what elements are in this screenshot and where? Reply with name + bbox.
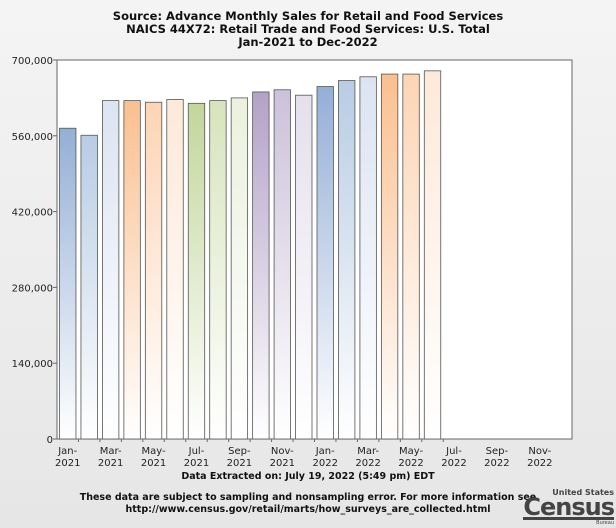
y-tick-label: 140,000 (12, 359, 53, 370)
bar-Jul-2021 (187, 102, 206, 440)
extracted-date: Data Extracted on: July 19, 2022 (5:49 p… (181, 471, 435, 482)
bar-Aug-2021 (209, 100, 227, 440)
x-tick-label: Jan- (315, 446, 335, 457)
bar-May-2021 (144, 101, 163, 440)
chart-title: Source: Advance Monthly Sales for Retail… (0, 10, 616, 49)
x-tick-label: Jul- (188, 446, 205, 457)
bar-Dec-2021 (295, 94, 313, 440)
x-tick-label: 2021 (227, 458, 252, 469)
bar-Nov-2021 (273, 89, 291, 440)
bar-Feb-2022 (338, 80, 356, 440)
x-tick-label: Mar- (357, 446, 379, 457)
x-tick-label: Sep- (228, 446, 251, 457)
bar-Jan-2021 (59, 127, 77, 440)
x-tick-label: 2022 (484, 458, 509, 469)
bar-Jan-2022 (316, 86, 334, 440)
bar-Apr-2021 (123, 100, 141, 440)
x-tick-label: 2022 (441, 458, 466, 469)
y-tick-label: 420,000 (12, 208, 53, 219)
x-tick-label: 2022 (527, 458, 552, 469)
x-tick-label: Sep- (486, 446, 509, 457)
y-tick-label: 700,000 (12, 56, 53, 67)
logo-bottom: Bureau (523, 517, 614, 526)
x-tick-label: May- (142, 446, 166, 457)
plot-area (56, 59, 573, 440)
bar-Sep-2021 (230, 97, 249, 440)
x-tick-label: Nov- (528, 446, 551, 457)
bar-Jun-2022 (423, 70, 442, 440)
x-tick-label: Mar- (100, 446, 122, 457)
bar-Apr-2022 (380, 73, 399, 440)
x-tick-label: Jul- (445, 446, 462, 457)
title-line-3: Jan-2021 to Dec-2022 (238, 35, 378, 49)
title-line-2: NAICS 44X72: Retail Trade and Food Servi… (126, 22, 490, 36)
survey-link[interactable]: http://www.census.gov/retail/marts/how_s… (125, 504, 491, 515)
x-tick-label: Nov- (271, 446, 294, 457)
x-tick-label: 2021 (55, 458, 80, 469)
bar-Jun-2021 (166, 99, 184, 440)
x-tick-label: 2021 (184, 458, 209, 469)
bar-Mar-2021 (102, 100, 120, 440)
x-tick-label: 2022 (398, 458, 423, 469)
x-tick-label: May- (399, 446, 423, 457)
title-line-1: Source: Advance Monthly Sales for Retail… (112, 9, 504, 23)
census-logo: United States Census Bureau (523, 488, 615, 526)
bar-Oct-2021 (252, 91, 270, 440)
x-tick-label: 2022 (313, 458, 338, 469)
y-tick-label: 280,000 (12, 283, 53, 294)
logo-main: Census (523, 493, 615, 521)
x-tick-label: 2021 (141, 458, 166, 469)
x-tick-label: 2021 (270, 458, 295, 469)
bar-Feb-2021 (80, 134, 98, 440)
bar-May-2022 (402, 73, 420, 440)
x-tick-label: 2021 (98, 458, 123, 469)
x-tick-label: 2022 (355, 458, 380, 469)
x-tick-label: Jan- (57, 446, 77, 457)
bar-Mar-2022 (359, 76, 377, 440)
logo-top: United States (552, 488, 614, 497)
y-tick-label: 0 (47, 435, 53, 446)
y-tick-label: 560,000 (12, 132, 53, 143)
sampling-note: These data are subject to sampling and n… (79, 492, 537, 503)
